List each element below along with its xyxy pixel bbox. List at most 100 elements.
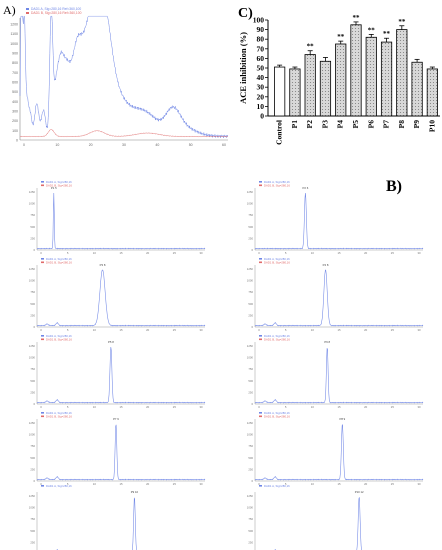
chromatogram-b-x-tick: 30	[199, 405, 203, 409]
chromatogram-b-trace	[254, 192, 424, 250]
chromatogram-a-x-tick: 0	[23, 143, 25, 147]
chromatogram-b-x-tick: 5	[285, 251, 287, 255]
chromatogram-b-x-tick: 5	[67, 328, 69, 332]
chromatogram-a-y-tick: 600	[12, 81, 18, 85]
chromatogram-b-x-tick: 15	[119, 328, 123, 332]
chromatogram-b-x-tick: 0	[40, 482, 42, 486]
chromatogram-b-y-tick: 750	[248, 367, 253, 371]
chromatogram-b-x-tick: 20	[146, 251, 150, 255]
chromatogram-a-y-tick: 1000	[10, 42, 18, 46]
bar-p4	[335, 43, 347, 117]
bar-chart-x-tick-label: P8	[397, 120, 406, 129]
chromatogram-b-y-tick: 750	[30, 517, 35, 521]
bar-chart-x-tick-label: P6	[366, 120, 375, 129]
chromatogram-b-y-tick: 250	[30, 313, 35, 317]
chromatogram-a-y-tick: 1100	[10, 32, 18, 36]
chromatogram-b-legend: DAD1 B, Sig=280,16	[264, 338, 290, 342]
chromatogram-b-legend-swatch	[259, 335, 262, 337]
chromatogram-b-x-tick: 25	[391, 482, 395, 486]
chromatogram-b-x-tick: 25	[173, 328, 177, 332]
chromatogram-b-legend: DAD1 B, Sig=280,16	[264, 184, 290, 188]
legend-swatch-blue	[26, 8, 29, 10]
chromatogram-b-legend-swatch	[259, 415, 262, 418]
chromatogram-b-y-tick: 1250	[247, 267, 254, 271]
chromatogram-b-trace	[56, 497, 137, 550]
chromatogram-b-y-tick: 0	[251, 402, 253, 406]
chromatogram-b-legend: DAD1 A, Sig=280,16	[264, 484, 290, 488]
chromatogram-a-x-tick: 30	[122, 143, 126, 147]
chromatogram-b-y-tick: 500	[248, 225, 253, 229]
bar-chart-y-label: ACE inhibition (%)	[238, 32, 248, 104]
chromatogram-b-y-tick: 500	[30, 456, 35, 460]
bar-chart-y-tick-label: 70	[257, 44, 265, 53]
bar-chart-y-tick-label: 50	[257, 64, 265, 73]
chromatogram-b-y-tick: 0	[33, 248, 35, 252]
chromatogram-a-x-tick: 60	[222, 143, 226, 147]
chromatogram-b-trace	[274, 497, 362, 550]
chromatogram-b-y-tick: 250	[30, 390, 35, 394]
chromatogram-b-y-tick: 0	[33, 479, 35, 483]
chromatogram-b-trace	[36, 269, 206, 327]
chromatogram-b-peak-label: P2 6	[303, 186, 309, 190]
chromatogram-a-x-tick: 50	[189, 143, 193, 147]
chromatogram-b-y-tick: 1250	[29, 190, 36, 194]
chromatogram-b-legend: DAD1 B, Sig=280,16	[264, 415, 290, 419]
chromatogram-b-y-tick: 750	[248, 517, 253, 521]
chromatogram-b-x-tick: 25	[391, 405, 395, 409]
chromatogram-b-legend-swatch	[259, 338, 262, 341]
chromatogram-b-legend: DAD1 A, Sig=280,16	[46, 180, 72, 184]
chromatogram-b-x-tick: 15	[119, 405, 123, 409]
significance-marker: **	[398, 18, 406, 26]
chromatogram-a-x-tick: 40	[155, 143, 159, 147]
chromatogram-b-y-tick: 1000	[247, 202, 254, 206]
chromatogram-b-y-tick: 0	[251, 325, 253, 329]
chromatogram-b-y-tick: 250	[30, 236, 35, 240]
chromatogram-b-y-tick: 1000	[247, 506, 254, 510]
significance-marker: **	[368, 26, 376, 34]
chromatogram-a-legend-1: DAD1 A, Sig=280,16 Ref=360,100	[31, 7, 81, 11]
chromatogram-b-legend: DAD1 A, Sig=280,16	[46, 257, 72, 261]
chromatogram-b-8: 1250 1000 750 500 250 0 0 5 10 15 20 25 30 DAD1 A, Si…	[247, 411, 424, 486]
chromatogram-b-legend: DAD1 A, Sig=280,16	[46, 484, 72, 488]
chromatogram-b-y-tick: 1250	[247, 421, 254, 425]
chromatogram-b-y-tick: 750	[248, 444, 253, 448]
chromatogram-b-3: 1250 1000 750 500 250 0 0 5 10 15 20 25 30 DAD1 A, Si…	[29, 257, 206, 332]
chromatogram-a-y-tick: 900	[12, 52, 18, 56]
chromatogram-b-y-tick: 1000	[247, 356, 254, 360]
chromatogram-b-legend: DAD1 A, Sig=280,16	[264, 334, 290, 338]
chromatogram-b-y-tick: 1000	[29, 506, 36, 510]
chromatogram-b-y-tick: 750	[30, 444, 35, 448]
chromatogram-b-x-tick: 15	[119, 251, 123, 255]
chromatogram-b-x-tick: 25	[173, 405, 177, 409]
chromatogram-b-2: 1250 1000 750 500 250 0 0 5 10 15 20 25 30 DAD1 A, Si…	[247, 180, 424, 255]
chromatogram-b-x-tick: 0	[258, 328, 260, 332]
chromatogram-b-y-tick: 750	[30, 213, 35, 217]
chromatogram-b-5: 1250 1000 750 500 250 0 0 5 10 15 20 25 30 DAD1 A, Si…	[29, 334, 206, 409]
chromatogram-b-legend-swatch	[41, 258, 44, 260]
chromatogram-b-legend-swatch	[41, 335, 44, 337]
chromatogram-b-y-tick: 250	[248, 390, 253, 394]
bar-p6	[365, 36, 377, 117]
chromatogram-b-4: 1250 1000 750 500 250 0 0 5 10 15 20 25 30 DAD1 A, Si…	[247, 257, 424, 332]
bar-p1	[289, 68, 301, 117]
chromatogram-b-legend-swatch	[41, 415, 44, 418]
bar-p2	[304, 54, 316, 117]
chromatogram-b-x-tick: 10	[311, 251, 315, 255]
chromatogram-a: 1200110010009008007006005004003002001000…	[10, 7, 229, 147]
chromatogram-b-x-tick: 30	[417, 328, 421, 332]
chromatogram-b-y-tick: 500	[30, 225, 35, 229]
chromatogram-b-x-tick: 10	[93, 405, 97, 409]
bar-chart-y-tick-label: 20	[257, 92, 265, 101]
chromatogram-b-y-tick: 750	[248, 290, 253, 294]
chromatogram-b-legend: DAD1 B, Sig=280,16	[46, 261, 72, 265]
chromatogram-b-peak-label: P10 12	[355, 490, 364, 494]
bar-p9	[411, 61, 423, 117]
chromatogram-a-y-tick: 1200	[10, 23, 18, 27]
chromatogram-b-x-tick: 30	[199, 482, 203, 486]
chromatogram-b-legend-swatch	[259, 485, 262, 487]
chromatogram-b-legend-swatch	[259, 181, 262, 183]
chromatogram-b-y-tick: 250	[248, 236, 253, 240]
chromatogram-b-1: 1250 1000 750 500 250 0 0 5 10 15 20 25 30 DAD1 A, Si…	[29, 180, 206, 255]
